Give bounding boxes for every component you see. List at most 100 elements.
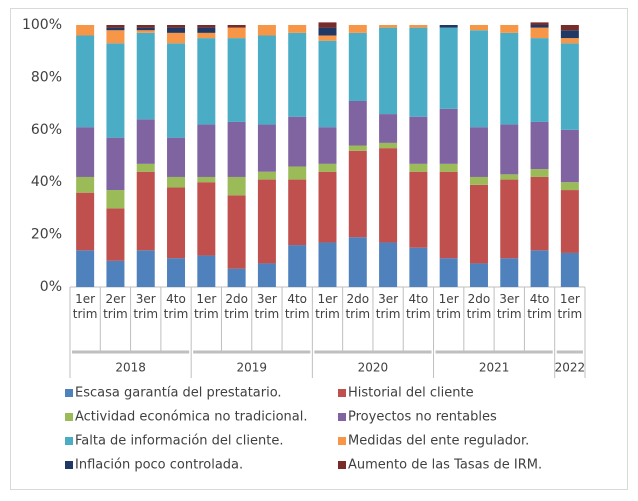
bar-segment <box>167 187 186 259</box>
bar-segment <box>530 121 549 170</box>
y-tick-label: 0% <box>40 279 62 295</box>
bar-segment <box>106 27 125 31</box>
x-tick-label-box: 1er trim <box>436 292 461 321</box>
bar-segment <box>197 124 216 177</box>
x-tick-label: 3er trim <box>496 292 522 321</box>
x-tick-label-box: 4to trim <box>527 292 552 321</box>
group-label: 2022 <box>555 361 586 375</box>
x-tick-label: 1er trim <box>436 292 461 321</box>
group-label: 2020 <box>358 361 389 375</box>
x-tick-label: 4to trim <box>527 292 552 321</box>
bar-segment <box>288 32 307 117</box>
y-tick-label: 80% <box>31 69 62 85</box>
bar-segment <box>227 195 246 269</box>
x-tick-label-box: 3er trim <box>496 292 522 321</box>
bar-segment <box>318 35 337 41</box>
x-tick-label-box: 1er trim <box>194 292 219 321</box>
x-tick-label: 4to trim <box>406 292 431 321</box>
bar-segment <box>560 30 579 39</box>
bar-segment <box>469 184 488 264</box>
bar-segment <box>469 263 488 287</box>
bar-segment <box>409 25 428 28</box>
bar-segment <box>167 32 186 44</box>
bar-segment <box>379 148 398 243</box>
bar-segment <box>439 108 458 164</box>
bar-segment <box>106 43 125 138</box>
legend-label: Actividad económica no tradicional. <box>75 410 308 425</box>
bar-segment <box>197 38 216 125</box>
bar-segment <box>106 30 125 44</box>
legend-label: Proyectos no rentables <box>348 410 497 425</box>
bar-segment <box>257 179 276 264</box>
x-tick-label: 1er trim <box>315 292 340 321</box>
legend-label: Aumento de las Tasas de IRM. <box>348 458 542 473</box>
bar-segment <box>348 237 367 287</box>
x-tick-label: 4to trim <box>284 292 310 321</box>
bar-segment <box>227 38 246 122</box>
bar-segment <box>500 32 519 125</box>
x-tick-label: 1er trim <box>72 292 98 321</box>
bar-segment <box>257 25 276 36</box>
bar-segment <box>167 137 186 177</box>
bar-segment <box>288 179 307 246</box>
legend-label: Inflación poco controlada. <box>75 458 243 473</box>
bar-segment <box>560 129 579 183</box>
x-tick-label-box: 1er trim <box>315 292 340 321</box>
bar-segment <box>379 27 398 115</box>
bar-segment <box>167 25 186 28</box>
x-tick-label: 2do trim <box>224 292 249 321</box>
bar-segment <box>76 176 95 193</box>
bar-segment <box>288 25 307 33</box>
bar-segment <box>560 182 579 191</box>
y-tick-label: 20% <box>31 227 62 243</box>
x-tick-label: 3er trim <box>375 292 401 321</box>
bar-segment <box>379 114 398 143</box>
bar-segment <box>500 25 519 33</box>
y-tick-label: 60% <box>31 122 62 138</box>
bar-segment <box>530 176 549 251</box>
bar-segment <box>197 27 216 33</box>
bar-segment <box>500 179 519 259</box>
bar-segment <box>560 25 579 31</box>
bar-segment <box>227 25 246 28</box>
legend-swatch <box>65 413 73 421</box>
legend-swatch <box>338 461 346 469</box>
bar-segment <box>530 27 549 39</box>
bar-segment <box>106 25 125 28</box>
bar-segment <box>167 258 186 287</box>
bar-segment <box>439 258 458 287</box>
x-tick-label-box: 3er trim <box>255 292 280 321</box>
bar-segment <box>560 190 579 253</box>
bar-segment <box>167 27 186 33</box>
bar-segment <box>136 25 155 28</box>
bar-segment <box>197 176 216 183</box>
bar-segment <box>106 137 125 191</box>
x-tick-label-box: 3er trim <box>133 292 158 321</box>
bar-segment <box>197 25 216 28</box>
bar-segment <box>257 171 276 180</box>
bar-segment <box>197 32 216 39</box>
bar-segment <box>106 260 125 287</box>
x-tick-label-box: 2do trim <box>467 292 492 321</box>
bar-segment <box>288 166 307 180</box>
bar-segment <box>136 119 155 164</box>
bar-segment <box>469 127 488 177</box>
bar-segment <box>530 22 549 25</box>
bar-segment <box>318 242 337 287</box>
bar-segment <box>379 25 398 28</box>
bar-segment <box>227 176 246 196</box>
bar-segment <box>439 163 458 172</box>
x-tick-label: 4to trim <box>163 292 189 321</box>
bar-segment <box>318 163 337 172</box>
bar-segment <box>348 145 367 151</box>
bar-segment <box>136 163 155 172</box>
bar-segment <box>409 247 428 287</box>
bar-segment <box>76 192 95 251</box>
x-tick-label: 2er trim <box>103 292 128 321</box>
bar-segment <box>136 171 155 251</box>
group-label: 2018 <box>115 361 146 375</box>
x-tick-label-box: 1er trim <box>558 292 583 321</box>
bar-segment <box>409 27 428 117</box>
